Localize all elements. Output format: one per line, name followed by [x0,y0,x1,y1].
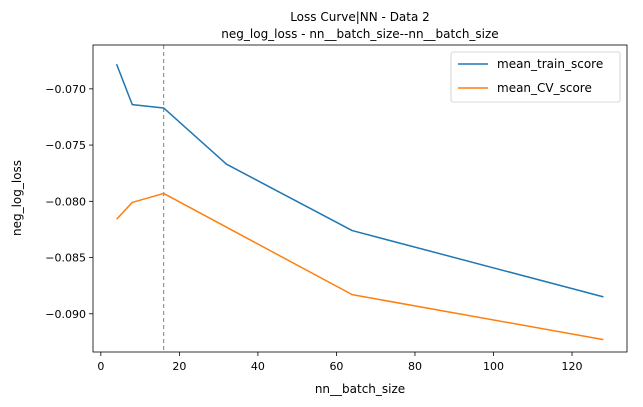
x-tick-label: 0 [97,360,104,373]
y-axis-label: neg_log_loss [10,160,24,236]
x-tick-label: 60 [329,360,343,373]
chart-title-line1: Loss Curve|NN - Data 2 [290,10,430,24]
y-tick-label: −0.080 [45,195,86,208]
x-tick-label: 100 [483,360,504,373]
series-line-cv [116,192,604,341]
legend-label-train: mean_train_score [497,57,603,71]
y-tick-label: −0.075 [45,139,86,152]
legend: mean_train_score mean_CV_score [450,51,621,103]
x-axis-label: nn__batch_size [315,382,405,396]
x-tick-label: 120 [562,360,583,373]
plot-area [92,44,628,353]
y-tick-label: −0.085 [45,252,86,265]
legend-frame [450,51,621,103]
x-tick-label: 80 [408,360,422,373]
series-line-train [115,63,604,298]
legend-label-cv: mean_CV_score [497,81,592,95]
y-tick-label: −0.090 [45,308,86,321]
y-tick-label: −0.070 [45,83,86,96]
chart-title-line2: neg_log_loss - nn__batch_size--nn__batch… [221,27,498,41]
x-tick-label: 20 [172,360,186,373]
x-tick-label: 40 [251,360,265,373]
